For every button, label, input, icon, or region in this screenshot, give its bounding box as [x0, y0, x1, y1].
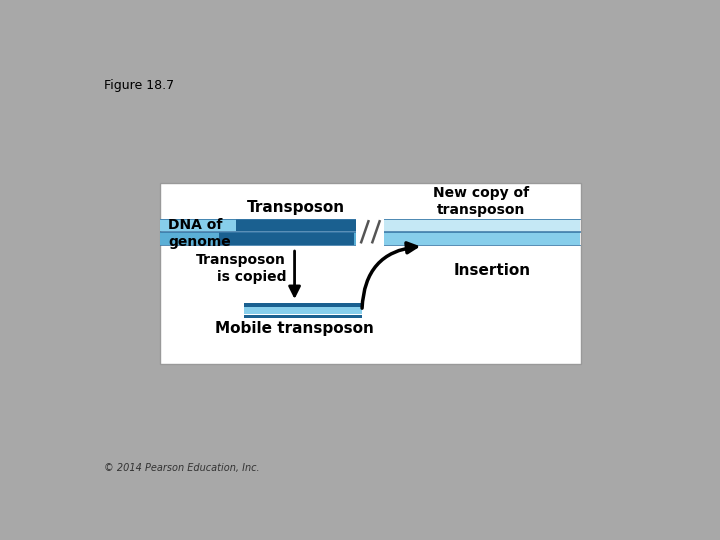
Text: Figure 18.7: Figure 18.7: [104, 79, 174, 92]
Bar: [382, 232, 580, 245]
Bar: [244, 311, 362, 314]
Bar: [244, 307, 362, 310]
Bar: [219, 232, 354, 245]
Bar: [244, 315, 362, 318]
Text: Mobile transposon: Mobile transposon: [215, 321, 374, 335]
Text: © 2014 Pearson Education, Inc.: © 2014 Pearson Education, Inc.: [104, 463, 260, 473]
Text: Transposon: Transposon: [247, 200, 345, 215]
Text: New copy of
transposon: New copy of transposon: [433, 186, 529, 217]
Bar: [161, 219, 580, 231]
Bar: [356, 217, 384, 247]
Bar: [235, 219, 356, 231]
FancyBboxPatch shape: [160, 183, 581, 364]
Bar: [244, 303, 362, 307]
Bar: [382, 219, 580, 231]
Bar: [161, 232, 580, 245]
Text: DNA of
genome: DNA of genome: [168, 218, 231, 249]
Text: Transposon
is copied: Transposon is copied: [197, 253, 286, 285]
Text: Insertion: Insertion: [454, 262, 531, 278]
